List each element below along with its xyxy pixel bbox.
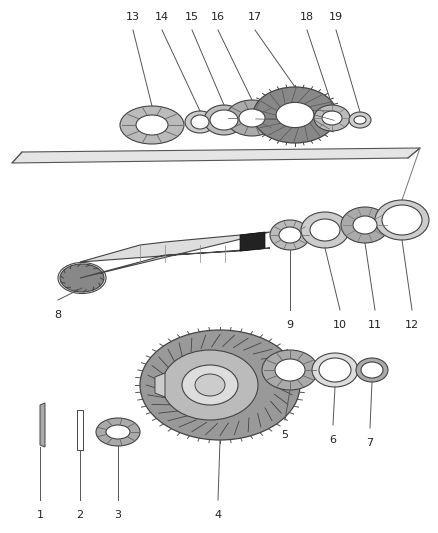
Text: 9: 9 [286,320,293,330]
Ellipse shape [279,227,301,243]
Ellipse shape [162,350,258,420]
Ellipse shape [106,425,130,439]
Ellipse shape [182,365,238,405]
Ellipse shape [375,200,429,240]
Text: 16: 16 [211,12,225,22]
Ellipse shape [341,207,389,243]
Text: 14: 14 [155,12,169,22]
Text: 6: 6 [329,435,336,445]
Text: 2: 2 [77,510,84,520]
Ellipse shape [185,111,215,133]
Polygon shape [240,232,265,251]
Ellipse shape [140,330,300,440]
Ellipse shape [226,100,278,136]
Text: 1: 1 [36,510,43,520]
Text: 18: 18 [300,12,314,22]
Ellipse shape [319,358,351,382]
Ellipse shape [314,105,350,131]
Text: 5: 5 [282,430,289,440]
Ellipse shape [210,110,238,130]
Ellipse shape [301,212,349,248]
Text: 10: 10 [333,320,347,330]
Polygon shape [155,373,165,397]
Ellipse shape [239,109,265,127]
Ellipse shape [310,219,340,241]
Ellipse shape [262,350,318,390]
Polygon shape [12,148,420,163]
Text: 7: 7 [367,438,374,448]
Text: 4: 4 [215,510,222,520]
Ellipse shape [361,362,383,378]
Polygon shape [77,410,83,450]
Ellipse shape [349,112,371,128]
Text: 11: 11 [368,320,382,330]
Text: 15: 15 [185,12,199,22]
Text: 17: 17 [248,12,262,22]
Ellipse shape [253,87,337,143]
Ellipse shape [312,353,358,387]
Ellipse shape [322,111,342,125]
Ellipse shape [270,220,310,250]
Ellipse shape [275,359,305,381]
Text: 8: 8 [54,310,62,320]
Polygon shape [40,403,45,447]
Ellipse shape [60,264,104,292]
Ellipse shape [136,115,168,135]
Ellipse shape [96,418,140,446]
Ellipse shape [120,106,184,144]
Ellipse shape [354,116,366,124]
Ellipse shape [191,115,209,129]
Text: 12: 12 [405,320,419,330]
Ellipse shape [204,105,244,135]
Polygon shape [80,232,270,278]
Text: 19: 19 [329,12,343,22]
Ellipse shape [276,102,314,127]
Ellipse shape [382,205,422,235]
Ellipse shape [353,216,377,234]
Ellipse shape [356,358,388,382]
Ellipse shape [195,374,225,396]
Text: 13: 13 [126,12,140,22]
Text: 3: 3 [114,510,121,520]
